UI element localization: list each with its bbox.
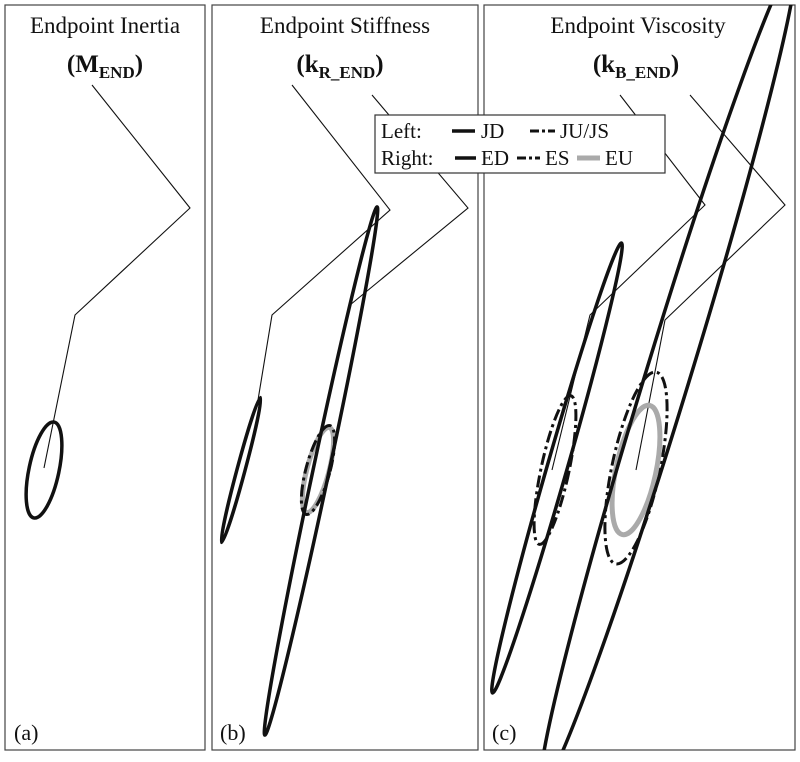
symbol-sub: R_END [319,63,376,82]
legend-box [374,114,666,174]
symbol-close: ) [671,51,679,78]
symbol-base: (M [67,51,99,78]
panel-symbol: (MEND) [67,51,143,82]
panel-title: Endpoint Inertia [30,13,180,38]
pointer-line [43,84,191,469]
pointer-line [257,84,391,401]
ellipse [490,241,624,695]
panel-label: (c) [492,720,516,745]
legend: Left: JD JU/JS Right: ED ES EU [374,114,666,174]
legend-entry: ED [481,146,509,170]
legend-heading: Right: [381,146,434,170]
symbol-close: ) [135,51,143,78]
panel-symbol: (kB_END) [593,51,679,82]
legend-entry: JU/JS [560,119,609,143]
ellipse [532,394,578,546]
symbol-close: ) [375,51,383,78]
legend-entry: ES [545,146,570,170]
ellipse [262,205,380,737]
ellipse [299,423,337,517]
panel-frame [211,4,479,751]
ellipse [24,420,64,520]
panel-label: (a) [14,720,38,745]
panel-title: Endpoint Viscosity [550,13,726,38]
symbol-sub: END [99,63,135,82]
ellipse [219,395,263,545]
panel-label: (b) [220,720,246,745]
legend-heading: Left: [381,119,422,143]
legend-entry: EU [605,146,633,170]
symbol-sub: B_END [615,63,671,82]
panel-frame [4,4,206,751]
panel-symbol: (kR_END) [296,51,383,82]
ellipse [538,5,795,750]
symbol-base: (k [593,51,615,78]
panel-frame [483,4,796,751]
legend-entry: JD [481,119,504,143]
panel-title: Endpoint Stiffness [260,13,430,38]
symbol-base: (k [296,51,318,78]
